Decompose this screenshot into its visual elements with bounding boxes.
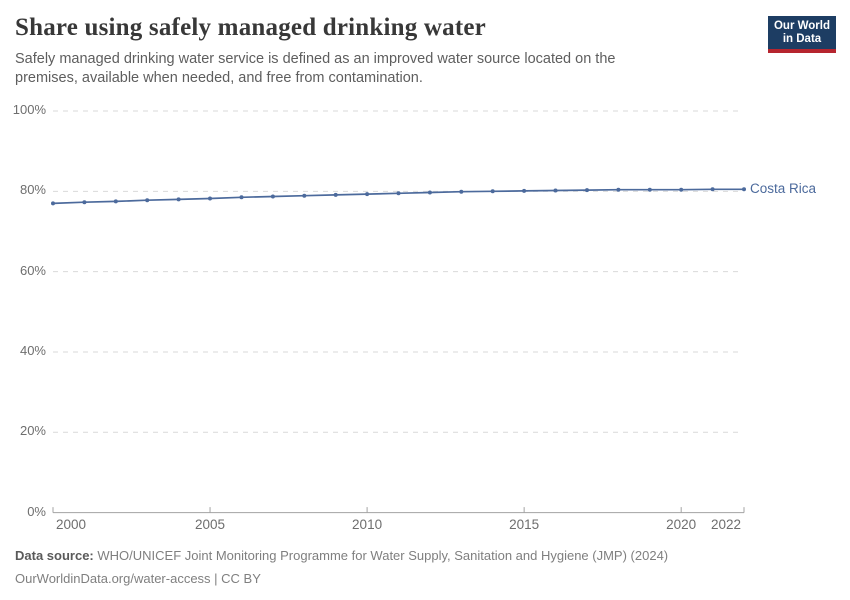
- data-point-2018[interactable]: [616, 187, 621, 192]
- y-axis-label-40: 40%: [19, 342, 46, 358]
- data-point-2014[interactable]: [490, 189, 495, 194]
- x-axis-label-2022: 2022: [710, 517, 741, 532]
- x-axis-label-2020: 2020: [666, 517, 697, 532]
- data-source-text: WHO/UNICEF Joint Monitoring Programme fo…: [93, 548, 669, 563]
- data-point-2008[interactable]: [302, 193, 307, 198]
- chart-footer: Data source: WHO/UNICEF Joint Monitoring…: [15, 544, 668, 590]
- data-point-2007[interactable]: [270, 194, 275, 199]
- chart-subtitle: Safely managed drinking water service is…: [15, 51, 616, 86]
- page-title: Share using safely managed drinking wate…: [15, 14, 486, 41]
- y-axis-label-20: 20%: [19, 423, 46, 439]
- data-point-2010[interactable]: [365, 192, 370, 197]
- y-axis-label-0: 0%: [27, 503, 46, 519]
- data-point-2016[interactable]: [553, 188, 558, 193]
- data-point-2017[interactable]: [585, 188, 589, 193]
- data-point-2020[interactable]: [679, 187, 684, 192]
- x-axis-label-2015: 2015: [509, 517, 540, 532]
- data-point-2011[interactable]: [396, 191, 401, 196]
- data-point-2000[interactable]: [51, 201, 55, 206]
- owid-logo-line1: Our World: [773, 20, 830, 32]
- owid-logo-line2: in Data: [782, 33, 822, 45]
- series-costa-rica[interactable]: [51, 187, 746, 206]
- y-axis-label-100: 100%: [12, 102, 46, 117]
- y-axis-label-80: 80%: [19, 182, 46, 198]
- data-point-2019[interactable]: [647, 187, 652, 192]
- series-label-costa-rica[interactable]: Costa Rica: [750, 181, 817, 197]
- data-point-2009[interactable]: [333, 192, 338, 197]
- data-point-2002[interactable]: [113, 199, 118, 204]
- data-source-line: Data source: WHO/UNICEF Joint Monitoring…: [15, 544, 668, 567]
- data-point-2022[interactable]: [742, 187, 746, 192]
- data-point-2012[interactable]: [427, 190, 432, 195]
- license-line: OurWorldinData.org/water-access | CC BY: [15, 571, 261, 586]
- owid-logo: Our World in Data: [768, 16, 836, 53]
- data-point-2003[interactable]: [145, 198, 150, 203]
- data-point-2005[interactable]: [208, 196, 212, 201]
- data-point-2021[interactable]: [710, 187, 715, 192]
- data-point-2006[interactable]: [239, 195, 244, 200]
- data-point-2015[interactable]: [522, 188, 527, 193]
- y-axis-label-60: 60%: [19, 262, 46, 278]
- x-axis-label-2000: 2000: [56, 517, 87, 532]
- data-point-2013[interactable]: [459, 189, 464, 194]
- data-source-label: Data source:: [15, 548, 94, 563]
- data-point-2001[interactable]: [82, 200, 87, 205]
- x-axis-label-2010: 2010: [352, 517, 383, 532]
- data-point-2004[interactable]: [176, 197, 181, 202]
- x-axis-label-2005: 2005: [195, 517, 226, 532]
